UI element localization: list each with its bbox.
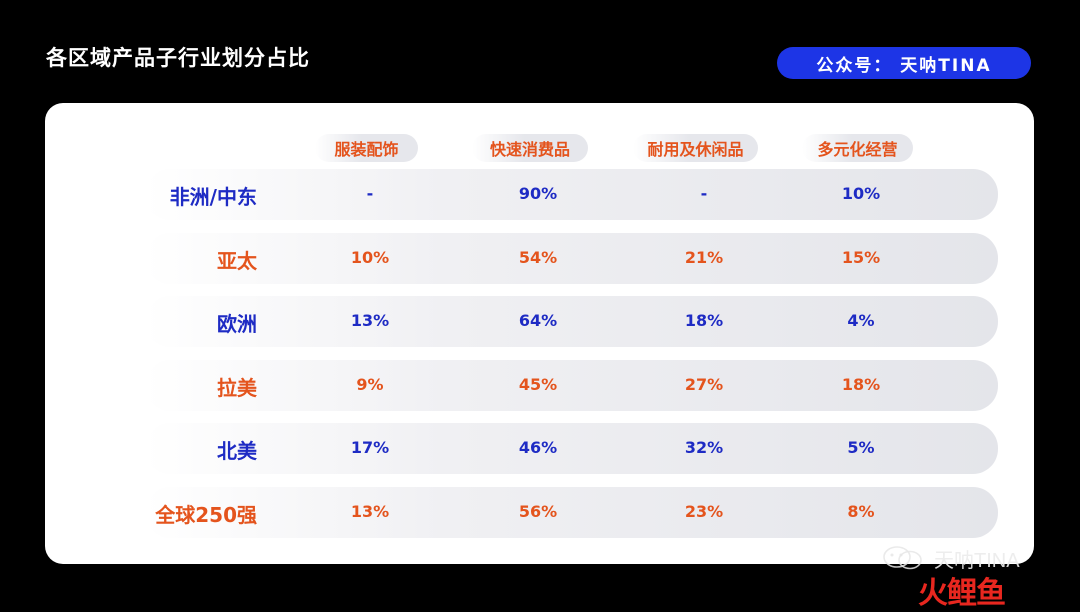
row-label: 拉美: [217, 376, 257, 400]
table-cell: 10%: [350, 248, 390, 267]
row-label: 全球250强: [155, 503, 257, 527]
row-label: 北美: [217, 439, 257, 463]
table-cell: 13%: [350, 311, 390, 330]
table-cell: 17%: [350, 438, 390, 457]
table-row: [145, 423, 998, 474]
table-cell: -: [700, 184, 708, 203]
table-cell: 46%: [518, 438, 558, 457]
table-cell: 5%: [847, 438, 875, 457]
table-cell: 15%: [841, 248, 881, 267]
column-header: 快速消费品: [472, 134, 588, 162]
table-cell: 64%: [518, 311, 558, 330]
watermark-logo: 火鲤鱼: [918, 576, 1006, 611]
table-cell: 90%: [518, 184, 558, 203]
row-label: 亚太: [217, 249, 257, 273]
wechat-icon: [883, 546, 922, 570]
page-title: 各区域产品子行业划分占比: [46, 46, 310, 70]
table-cell: 18%: [841, 375, 881, 394]
table-cell: 45%: [518, 375, 558, 394]
watermark-account: 天呐TINA: [934, 550, 1020, 572]
account-badge: 公众号： 天呐TINA: [777, 47, 1031, 79]
table-cell: 18%: [684, 311, 724, 330]
column-header: 多元化经营: [802, 134, 913, 162]
table-row: [145, 360, 998, 411]
table-cell: -: [366, 184, 374, 203]
table-cell: 27%: [684, 375, 724, 394]
table-cell: 13%: [350, 502, 390, 521]
table-row: [145, 487, 998, 538]
table-cell: 4%: [847, 311, 875, 330]
table-row: [145, 169, 998, 220]
column-header: 耐用及休闲品: [633, 134, 758, 162]
table-cell: 9%: [356, 375, 384, 394]
table-cell: 54%: [518, 248, 558, 267]
row-label: 非洲/中东: [169, 185, 257, 209]
table-cell: 8%: [847, 502, 875, 521]
table-cell: 10%: [841, 184, 881, 203]
table-cell: 56%: [518, 502, 558, 521]
row-label: 欧洲: [217, 312, 257, 336]
table-cell: 32%: [684, 438, 724, 457]
table-row: [145, 233, 998, 284]
table-row: [145, 296, 998, 347]
column-header: 服装配饰: [315, 134, 418, 162]
table-cell: 23%: [684, 502, 724, 521]
table-cell: 21%: [684, 248, 724, 267]
data-table-card: 服装配饰 快速消费品 耐用及休闲品 多元化经营 非洲/中东 - 90% - 10% 亚太 1…: [45, 103, 1034, 564]
